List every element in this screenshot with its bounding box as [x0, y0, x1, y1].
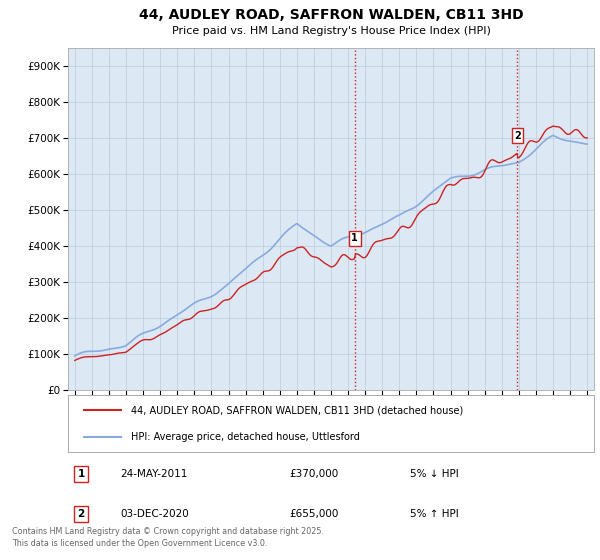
Text: 1: 1	[352, 233, 358, 243]
Text: 5% ↑ HPI: 5% ↑ HPI	[410, 509, 458, 519]
Text: Contains HM Land Registry data © Crown copyright and database right 2025.
This d: Contains HM Land Registry data © Crown c…	[12, 527, 324, 548]
Text: £370,000: £370,000	[289, 469, 338, 479]
Text: 44, AUDLEY ROAD, SAFFRON WALDEN, CB11 3HD (detached house): 44, AUDLEY ROAD, SAFFRON WALDEN, CB11 3H…	[131, 405, 463, 416]
Text: £655,000: £655,000	[289, 509, 338, 519]
Text: 44, AUDLEY ROAD, SAFFRON WALDEN, CB11 3HD: 44, AUDLEY ROAD, SAFFRON WALDEN, CB11 3H…	[139, 8, 523, 22]
Text: 2: 2	[77, 509, 85, 519]
Text: 5% ↓ HPI: 5% ↓ HPI	[410, 469, 458, 479]
Text: HPI: Average price, detached house, Uttlesford: HPI: Average price, detached house, Uttl…	[131, 432, 360, 442]
Text: 03-DEC-2020: 03-DEC-2020	[121, 509, 190, 519]
Text: 2: 2	[514, 130, 521, 141]
Text: 24-MAY-2011: 24-MAY-2011	[121, 469, 188, 479]
Text: 1: 1	[77, 469, 85, 479]
Text: Price paid vs. HM Land Registry's House Price Index (HPI): Price paid vs. HM Land Registry's House …	[172, 26, 490, 36]
